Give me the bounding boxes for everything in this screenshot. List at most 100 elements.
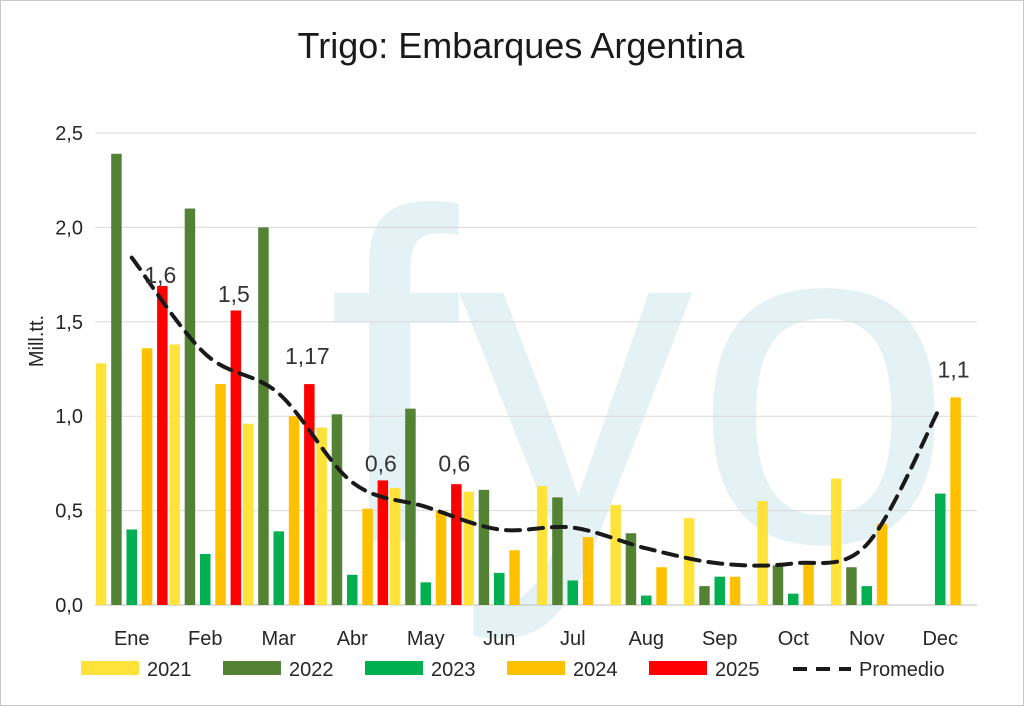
- chart-title: Trigo: Embarques Argentina: [298, 25, 746, 66]
- bar-2023-Sep: [714, 576, 725, 605]
- legend-label-promedio: Promedio: [859, 659, 945, 681]
- bar-2021-Sep: [683, 518, 695, 605]
- bar-2021-May: [389, 487, 401, 605]
- legend-swatch-2021: [81, 661, 139, 675]
- bar-2024-Abr: [362, 508, 373, 605]
- data-label-Mar: 1,17: [285, 343, 330, 369]
- bar-2022-Ene: [111, 153, 122, 605]
- bar-2023-Abr: [347, 574, 358, 605]
- legend-label-2023: 2023: [431, 659, 476, 681]
- gridlines: [95, 132, 977, 606]
- y-tick-label: 0,0: [55, 595, 83, 617]
- x-tick-label: Oct: [778, 628, 810, 650]
- legend-swatch-2025: [649, 661, 707, 675]
- legend-label-2025: 2025: [715, 659, 760, 681]
- bar-2021-Abr: [316, 427, 327, 605]
- bar-2022-Abr: [331, 414, 343, 605]
- bar-2021-Oct: [757, 501, 768, 605]
- bar-2023-Jun: [494, 572, 505, 605]
- bar-2024-Ene: [141, 348, 153, 605]
- bar-2022-May: [405, 408, 416, 605]
- bar-2023-Ene: [126, 529, 137, 605]
- x-tick-label: Mar: [262, 628, 297, 650]
- x-tick-label: May: [407, 628, 445, 650]
- x-tick-label: Ene: [114, 628, 150, 650]
- bar-2021-Ene: [95, 363, 107, 605]
- x-tick-label: Sep: [702, 628, 738, 650]
- x-tick-label: Feb: [188, 628, 222, 650]
- bar-2021-Aug: [610, 504, 621, 605]
- average-line-path: [129, 255, 943, 568]
- watermark-logo: fyo: [328, 116, 955, 644]
- x-tick-label: Dec: [922, 628, 958, 650]
- bar-2024-Jul: [582, 537, 594, 605]
- legend-swatch-2024: [507, 661, 565, 675]
- bar-2024-Dec: [950, 397, 961, 605]
- bar-2022-Jul: [552, 497, 563, 605]
- data-label-May: 0,6: [438, 451, 470, 477]
- legend-label-2021: 2021: [147, 659, 192, 681]
- legend: 2021 2022 2023 2024 2025 Promedio: [81, 659, 945, 681]
- bar-2023-Jul: [567, 580, 578, 605]
- bar-2022-Oct: [772, 565, 784, 605]
- bar-2021-Mar: [242, 423, 254, 605]
- x-tick-label: Aug: [628, 628, 664, 650]
- bar-2024-Oct: [803, 563, 814, 605]
- y-axis-label: Mill.tt.: [26, 315, 48, 367]
- y-tick-label: 1,5: [55, 312, 83, 334]
- bar-2023-May: [420, 582, 431, 605]
- bar-2022-Sep: [699, 586, 710, 605]
- bar-2023-Dec: [935, 493, 946, 605]
- bar-2024-Jun: [509, 550, 520, 605]
- bar-2024-Aug: [656, 567, 667, 605]
- x-tick-label: Jul: [560, 628, 586, 650]
- x-tick-label: Jun: [483, 628, 515, 650]
- bar-2022-Jun: [478, 489, 490, 605]
- y-tick-label: 1,0: [55, 406, 83, 428]
- legend-swatch-2022: [223, 661, 281, 675]
- y-axis-ticks: 0,0 0,5 1,0 1,5 2,0 2,5: [55, 123, 83, 617]
- bar-2024-Mar: [288, 416, 300, 605]
- legend-label-2022: 2022: [289, 659, 334, 681]
- bars: [95, 153, 961, 605]
- bar-2024-Nov: [876, 523, 888, 605]
- bar-2022-Aug: [625, 533, 637, 605]
- watermark-text: fyo: [328, 116, 955, 644]
- data-label-Dec: 1,1: [938, 356, 970, 382]
- data-label-Feb: 1,5: [218, 281, 250, 307]
- bar-2022-Feb: [184, 208, 196, 605]
- legend-label-2024: 2024: [573, 659, 618, 681]
- y-tick-label: 0,5: [55, 501, 83, 523]
- x-tick-label: Nov: [849, 628, 885, 650]
- data-label-Ene: 1,6: [144, 262, 176, 288]
- y-tick-label: 2,0: [55, 217, 83, 239]
- bar-2023-Oct: [788, 593, 799, 605]
- bar-2025-Ene: [157, 285, 168, 605]
- bar-2024-Sep: [729, 576, 741, 605]
- bar-2023-Mar: [273, 531, 284, 605]
- legend-swatch-2023: [365, 661, 423, 675]
- data-label-Abr: 0,6: [365, 451, 397, 477]
- bar-2024-May: [435, 510, 447, 605]
- bar-2021-Jun: [463, 491, 474, 605]
- x-tick-label: Abr: [337, 628, 368, 650]
- bar-2021-Nov: [830, 478, 842, 605]
- data-labels: 1,6 1,5 1,17 0,6 0,6 1,1: [144, 262, 969, 477]
- bar-2021-Jul: [536, 486, 548, 605]
- bar-2023-Nov: [861, 586, 872, 605]
- bar-2022-Nov: [846, 567, 857, 605]
- bar-2022-Mar: [258, 227, 269, 605]
- bar-2025-Feb: [230, 310, 242, 605]
- average-line: [129, 255, 943, 568]
- bar-2024-Feb: [215, 384, 226, 605]
- bar-2025-Mar: [304, 384, 315, 605]
- bar-2023-Feb: [200, 554, 211, 605]
- y-tick-label: 2,5: [55, 123, 83, 145]
- x-axis-ticks: Ene Feb Mar Abr May Jun Jul Aug Sep Oct Nov Dec: [114, 628, 958, 650]
- bar-2023-Aug: [641, 595, 652, 605]
- bar-2021-Feb: [169, 344, 180, 605]
- bar-2025-Abr: [377, 480, 389, 605]
- bar-2025-May: [451, 484, 462, 605]
